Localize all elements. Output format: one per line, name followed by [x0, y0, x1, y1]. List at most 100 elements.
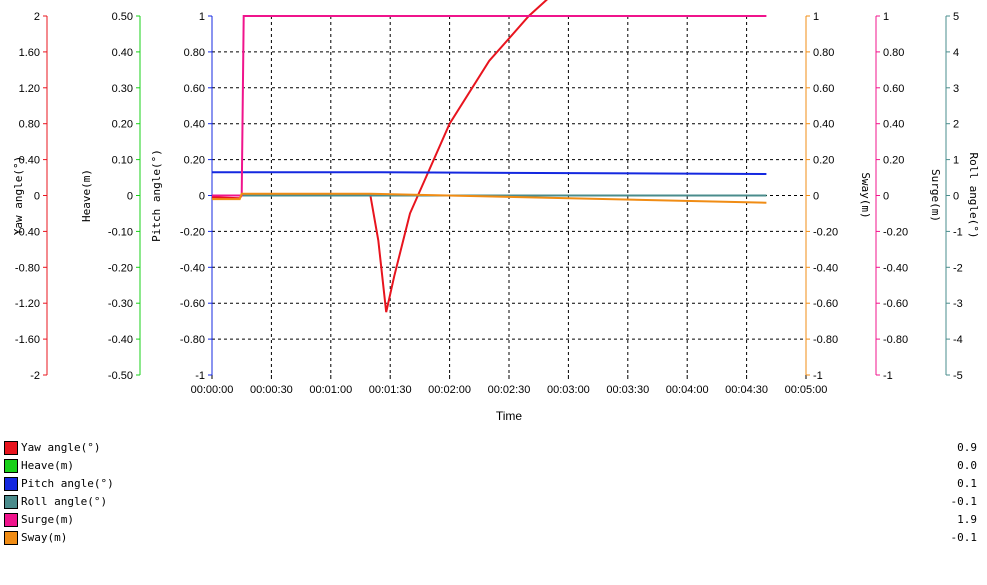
surge-tick-label: -0.80 [883, 334, 908, 346]
legend-item: Heave(m) 0.0 [4, 458, 979, 476]
yaw-tick-label: -0.80 [15, 262, 40, 274]
roll-tick-label: 3 [953, 83, 959, 95]
pitch-tick-label: 0.20 [184, 155, 205, 167]
heave-tick-label: 0.10 [112, 155, 133, 167]
x-tick-label: 00:01:00 [309, 384, 352, 396]
legend-item: Yaw angle(°) 0.9 [4, 440, 979, 458]
pitch-tick-label: -1 [195, 370, 205, 382]
yaw-tick-label: 1.20 [19, 83, 40, 95]
pitch-tick-label: 0.40 [184, 119, 205, 131]
yaw-tick-label: -1.60 [15, 334, 40, 346]
sway-tick-label: -0.60 [813, 298, 838, 310]
roll-tick-label: -5 [953, 370, 963, 382]
legend-swatch [4, 459, 18, 473]
legend-label: Heave(m) [21, 459, 74, 472]
sway-axis-title: Sway(m) [859, 172, 872, 218]
legend-label: Pitch angle(°) [21, 477, 114, 490]
legend-label: Surge(m) [21, 513, 74, 526]
sway-tick-label: 0.40 [813, 119, 834, 131]
legend-value: 0.0 [957, 459, 977, 472]
surge-tick-label: 1 [883, 11, 889, 23]
heave-tick-label: -0.40 [108, 334, 133, 346]
pitch-tick-label: 1 [199, 11, 205, 23]
roll-tick-label: 0 [953, 191, 959, 203]
x-tick-label: 00:03:30 [606, 384, 649, 396]
roll-tick-label: -4 [953, 334, 963, 346]
sway-tick-label: 0.80 [813, 47, 834, 59]
pitch-tick-label: 0.60 [184, 83, 205, 95]
roll-tick-label: 2 [953, 119, 959, 131]
surge-tick-label: 0 [883, 191, 889, 203]
legend-value: 0.9 [957, 441, 977, 454]
x-tick-label: 00:04:00 [666, 384, 709, 396]
heave-tick-label: -0.50 [108, 370, 133, 382]
roll-tick-label: 5 [953, 11, 959, 23]
legend-value: -0.1 [950, 531, 978, 544]
yaw-tick-label: 1.60 [19, 47, 40, 59]
sway-tick-label: 1 [813, 11, 819, 23]
surge-tick-label: 0.80 [883, 47, 904, 59]
heave-tick-label: -0.30 [108, 298, 133, 310]
roll-tick-label: 4 [953, 47, 959, 59]
surge-tick-label: 0.60 [883, 83, 904, 95]
pitch-tick-label: 0.80 [184, 47, 205, 59]
legend-item: Roll angle(°) -0.1 [4, 494, 979, 512]
axes: 00:00:00 00:00:30 00:01:00 00:01:30 00:02:00… [12, 11, 980, 396]
series-lines [211, 0, 767, 313]
legend-swatch [4, 513, 18, 527]
legend-value: 0.1 [957, 477, 977, 490]
heave-tick-label: 0.30 [112, 83, 133, 95]
sway-tick-label: 0 [813, 191, 819, 203]
heave-tick-label: -0.20 [108, 262, 133, 274]
heave-tick-label: 0.50 [112, 11, 133, 23]
surge-tick-label: 0.40 [883, 119, 904, 131]
heave-axis-title: Heave(m) [80, 169, 93, 222]
legend-value: 1.9 [957, 513, 977, 526]
legend-label: Yaw angle(°) [21, 441, 101, 454]
pitch-axis-title: Pitch angle(°) [150, 149, 163, 242]
sway-tick-label: -0.80 [813, 334, 838, 346]
yaw-tick-label: 0.80 [19, 119, 40, 131]
x-axis-title: Time [496, 409, 523, 423]
surge-tick-label: -1 [883, 370, 893, 382]
x-tick-label: 00:04:30 [725, 384, 768, 396]
legend-swatch [4, 441, 18, 455]
x-tick-label: 00:02:30 [488, 384, 531, 396]
sway-tick-label: 0.20 [813, 155, 834, 167]
legend-item: Pitch angle(°) 0.1 [4, 476, 979, 494]
heave-tick-label: 0 [127, 191, 133, 203]
sway-tick-label: 0.60 [813, 83, 834, 95]
legend-item: Surge(m) 1.9 [4, 512, 979, 530]
legend-item: Sway(m) -0.1 [4, 530, 979, 548]
legend-label: Roll angle(°) [21, 495, 108, 508]
x-tick-label: 00:03:00 [547, 384, 590, 396]
x-tick-label: 00:01:30 [369, 384, 412, 396]
pitch-tick-label: -0.40 [180, 262, 205, 274]
roll-tick-label: -3 [953, 298, 963, 310]
legend-swatch [4, 531, 18, 545]
yaw-tick-label: -0.40 [15, 226, 40, 238]
yaw-tick-label: -1.20 [15, 298, 40, 310]
surge-tick-label: 0.20 [883, 155, 904, 167]
surge-axis-title: Surge(m) [929, 169, 942, 222]
series-line-surge [212, 15, 767, 197]
pitch-tick-label: 0 [199, 191, 205, 203]
pitch-tick-label: -0.20 [180, 226, 205, 238]
legend-swatch [4, 495, 18, 509]
series-line-pitch [212, 171, 767, 175]
heave-tick-label: 0.40 [112, 47, 133, 59]
roll-tick-label: -2 [953, 262, 963, 274]
surge-tick-label: -0.60 [883, 298, 908, 310]
surge-tick-label: -0.40 [883, 262, 908, 274]
x-tick-label: 00:00:00 [191, 384, 234, 396]
roll-tick-label: -1 [953, 226, 963, 238]
sway-tick-label: -0.20 [813, 226, 838, 238]
heave-tick-label: 0.20 [112, 119, 133, 131]
series-line-yaw [211, 0, 548, 313]
roll-tick-label: 1 [953, 155, 959, 167]
pitch-tick-label: -0.80 [180, 334, 205, 346]
legend-swatch [4, 477, 18, 491]
multi-axis-line-chart: 00:00:00 00:00:30 00:01:00 00:01:30 00:02:00… [12, 0, 980, 423]
yaw-tick-label: 0 [34, 191, 40, 203]
pitch-tick-label: -0.60 [180, 298, 205, 310]
